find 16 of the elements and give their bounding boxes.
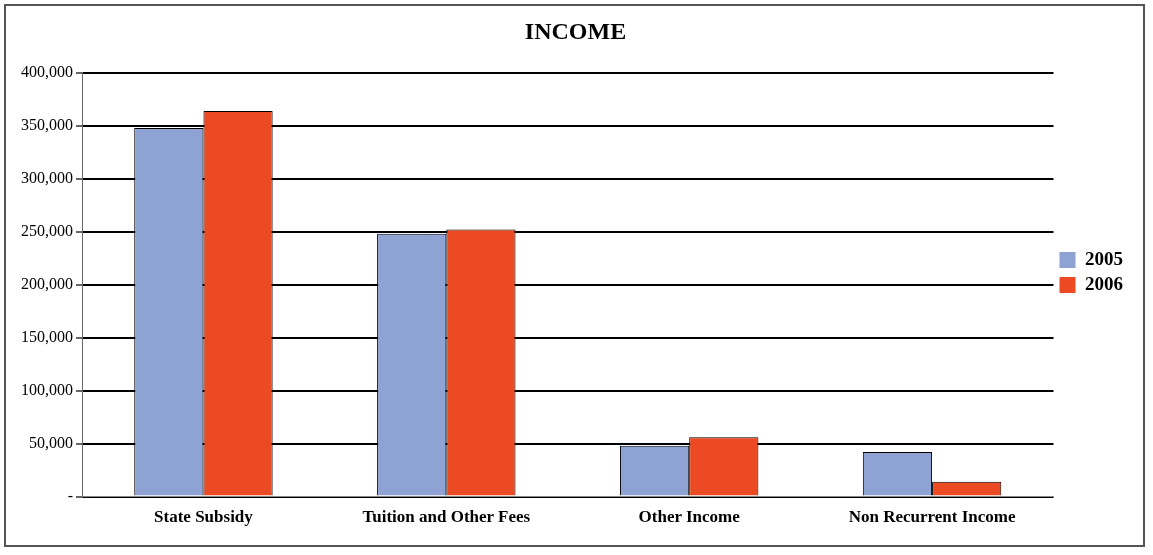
y-tick-label: -: [67, 486, 73, 504]
x-tick-label: Tuition and Other Fees: [362, 507, 531, 527]
y-tick-label: 50,000: [29, 433, 73, 451]
y-tick-label: 300,000: [21, 168, 73, 186]
x-tick-label: Non Recurrent Income: [848, 507, 1016, 527]
y-tick-label: 400,000: [21, 63, 73, 80]
legend-label: 2005: [1085, 247, 1123, 269]
y-tick-label: 100,000: [21, 380, 73, 398]
legend-label: 2006: [1085, 272, 1123, 294]
y-tick-label: 250,000: [21, 221, 73, 239]
y-tick-label: 200,000: [21, 274, 73, 292]
y-tick-label: 350,000: [21, 115, 73, 133]
x-tick-label: Other Income: [638, 507, 741, 527]
chart-title: INCOME: [524, 17, 627, 44]
x-tick-label: State Subsidy: [154, 507, 254, 527]
y-tick-label: 150,000: [21, 327, 73, 345]
